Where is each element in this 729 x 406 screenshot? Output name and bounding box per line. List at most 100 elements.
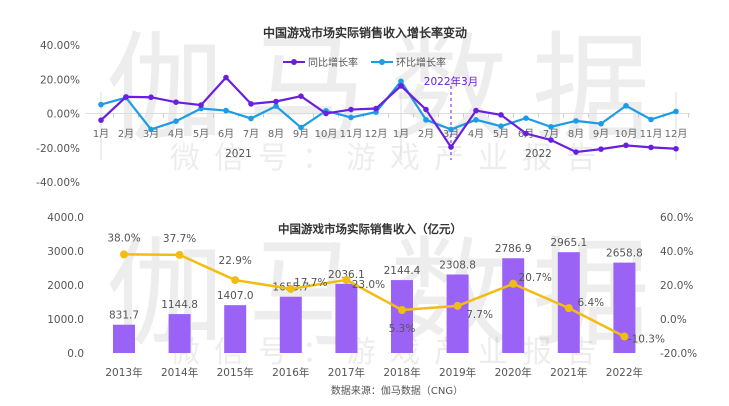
data-point xyxy=(573,118,579,124)
growth-point xyxy=(175,250,184,259)
x-tick-label: 10月 xyxy=(315,128,338,140)
growth-point xyxy=(231,276,240,285)
growth-label: 23.0% xyxy=(352,279,385,291)
top-chart-title: 中国游戏市场实际销售收入增长率变动 xyxy=(263,25,467,40)
x-tick-label: 2017年 xyxy=(328,366,365,379)
left-y-tick-label: 0.0 xyxy=(67,348,84,360)
bar xyxy=(446,274,469,353)
x-tick-label: 2020年 xyxy=(495,366,532,379)
x-tick-label: 7月 xyxy=(243,128,259,140)
series-line-0 xyxy=(100,75,677,154)
x-tick-label: 8月 xyxy=(568,128,584,140)
x-tick-label: 11月 xyxy=(340,128,363,140)
x-tick-label: 1月 xyxy=(393,128,409,140)
right-y-tick-label: -20.0% xyxy=(660,348,697,360)
data-point xyxy=(348,106,354,113)
data-point xyxy=(473,107,479,114)
x-tick-label: 2016年 xyxy=(272,366,309,379)
x-tick-label: 2015年 xyxy=(217,366,254,379)
growth-label: 7.7% xyxy=(466,309,493,321)
data-point xyxy=(423,117,429,123)
bar-value-label: 2308.8 xyxy=(439,260,476,272)
data-point xyxy=(673,145,679,152)
right-y-tick-label: 60.0% xyxy=(660,212,693,224)
growth-point xyxy=(286,284,295,293)
growth-line xyxy=(123,253,625,338)
data-point xyxy=(548,124,554,130)
right-y-tick-label: 40.0% xyxy=(660,246,693,258)
x-tick-label: 12月 xyxy=(665,128,688,140)
x-tick-label: 5月 xyxy=(493,128,509,140)
watermark-sub: 微信号：游戏产业报告 xyxy=(170,141,610,176)
x-tick-label: 6月 xyxy=(218,128,234,140)
growth-label: -10.3% xyxy=(628,334,665,346)
y-tick-label: 20.00% xyxy=(40,74,80,86)
data-point xyxy=(123,94,129,100)
data-point xyxy=(573,149,579,155)
data-point xyxy=(648,116,654,123)
data-point xyxy=(623,102,629,109)
x-tick-label: 8月 xyxy=(268,128,284,140)
x-tick-label: 12月 xyxy=(365,128,388,140)
data-point xyxy=(298,93,304,100)
left-y-tick-label: 1000.0 xyxy=(47,314,84,326)
bar-value-label: 831.7 xyxy=(109,310,139,322)
bar xyxy=(557,252,580,353)
data-point xyxy=(523,130,529,137)
bar-value-label: 1144.8 xyxy=(161,299,198,311)
x-tick-label: 2014年 xyxy=(161,366,198,379)
data-point xyxy=(248,115,254,122)
y-tick-label: -20.00% xyxy=(36,143,80,155)
x-tick-label: 3月 xyxy=(143,128,159,140)
x-tick-label: 2018年 xyxy=(383,366,420,379)
growth-point xyxy=(342,275,351,284)
y-tick-label: 0.00% xyxy=(47,109,80,121)
left-y-tick-label: 2000.0 xyxy=(47,280,84,292)
growth-label: 17.7% xyxy=(294,277,327,289)
data-point xyxy=(98,117,104,123)
data-point xyxy=(398,83,404,89)
watermark-main: 伽马数据 xyxy=(106,20,674,158)
data-point xyxy=(398,78,404,85)
growth-label: 22.9% xyxy=(219,255,252,267)
data-point xyxy=(273,103,279,109)
x-tick-label: 4月 xyxy=(168,128,184,140)
x-tick-label: 2月 xyxy=(418,128,434,140)
data-point xyxy=(548,137,554,143)
growth-point xyxy=(453,301,462,310)
bar-value-label: 1407.0 xyxy=(217,290,254,302)
growth-label: 38.0% xyxy=(107,232,140,244)
x-tick-label: 10月 xyxy=(615,128,638,140)
right-y-tick-label: 20.0% xyxy=(660,280,693,292)
growth-label: 5.3% xyxy=(389,323,416,335)
growth-label: 6.4% xyxy=(577,297,604,309)
left-y-tick-label: 3000.0 xyxy=(47,246,84,258)
data-point xyxy=(523,115,529,121)
x-tick-label: 2019年 xyxy=(439,366,476,379)
growth-point xyxy=(509,279,518,288)
data-point xyxy=(223,74,229,81)
bar xyxy=(502,258,525,353)
data-point xyxy=(273,98,279,105)
data-point xyxy=(598,146,604,152)
x-tick-label: 7月 xyxy=(543,128,559,140)
data-point xyxy=(473,117,479,123)
data-point xyxy=(223,107,229,114)
data-point xyxy=(98,101,104,108)
data-point xyxy=(348,114,354,121)
growth-point xyxy=(120,250,128,259)
source-note: 数据来源：伽马数据（CNG） xyxy=(331,384,463,397)
bar-value-label: 2786.9 xyxy=(495,243,532,255)
legend-swatch-marker xyxy=(291,59,297,65)
growth-point xyxy=(398,305,406,314)
data-point xyxy=(323,110,329,117)
data-point xyxy=(448,126,454,133)
data-point xyxy=(598,120,604,127)
bar-value-label: 2965.1 xyxy=(550,237,587,249)
data-point xyxy=(173,118,179,125)
data-point xyxy=(448,144,454,150)
y-tick-label: -40.00% xyxy=(36,177,80,189)
growth-label: 37.7% xyxy=(163,233,196,245)
x-tick-label: 9月 xyxy=(593,128,609,140)
bottom-chart-title: 中国游戏市场实际销售收入（亿元） xyxy=(278,222,462,236)
